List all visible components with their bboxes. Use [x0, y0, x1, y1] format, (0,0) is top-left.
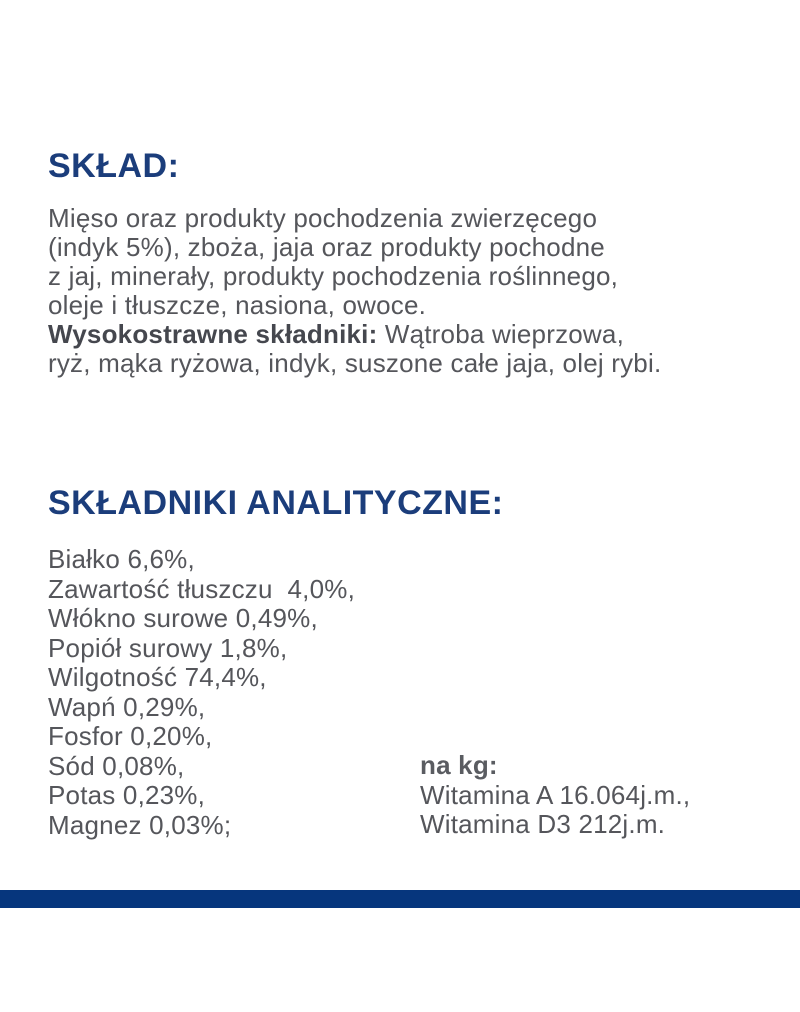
composition-line: ryż, mąka ryżowa, indyk, suszone całe ja…: [48, 348, 662, 378]
nutrient-item-fat: Zawartość tłuszczu 4,0%,: [48, 573, 355, 604]
nutrient-item-phosphorus: Fosfor 0,20%,: [48, 721, 213, 751]
vitamin-d3-value: Witamina D3 212j.m.: [420, 809, 666, 839]
composition-line: oleje i tłuszcze, nasiona, owoce.: [48, 290, 427, 320]
nutrient-item-fibre: Włókno surowe 0,49%,: [48, 603, 318, 633]
composition-section: SKŁAD: Mięso oraz produkty pochodzenia z…: [48, 148, 768, 378]
composition-line: Mięso oraz produkty pochodzenia zwierzęc…: [48, 203, 598, 233]
analytical-section: SKŁADNIKI ANALITYCZNE: Białko 6,6%, Zawa…: [48, 485, 768, 840]
nutrient-item-ash: Popiół surowy 1,8%,: [48, 632, 288, 663]
per-kg-section: na kg: Witamina A 16.064j.m., Witamina D…: [420, 750, 760, 840]
analytical-heading: SKŁADNIKI ANALITYCZNE:: [48, 484, 504, 522]
nutrient-item-moisture: Wilgotność 74,4%,: [48, 662, 267, 692]
nutrient-item-protein: Białko 6,6%,: [48, 544, 195, 574]
per-kg-heading: na kg:: [420, 750, 498, 780]
composition-line: (indyk 5%), zboża, jaja oraz produkty po…: [48, 232, 605, 262]
highly-digestible-label: Wysokostrawne składniki:: [48, 319, 378, 349]
bottom-divider-bar: [0, 890, 800, 908]
composition-line-highly-digestible: Wysokostrawne składniki: Wątroba wieprzo…: [48, 320, 768, 349]
nutrient-item-potassium: Potas 0,23%,: [48, 780, 206, 810]
vitamin-a-value: Witamina A 16.064j.m.,: [420, 779, 691, 810]
nutrient-list: Białko 6,6%, Zawartość tłuszczu 4,0%, Wł…: [48, 544, 768, 840]
composition-paragraph: Mięso oraz produkty pochodzenia zwierzęc…: [48, 204, 768, 378]
nutrient-item-magnesium: Magnez 0,03%;: [48, 809, 232, 840]
nutrient-item-sodium: Sód 0,08%,: [48, 750, 185, 781]
nutrient-item-calcium: Wapń 0,29%,: [48, 691, 206, 722]
composition-line: z jaj, minerały, produkty pochodzenia ro…: [48, 261, 619, 291]
composition-heading: SKŁAD:: [48, 147, 180, 185]
composition-line-rest: Wątroba wieprzowa,: [377, 319, 624, 349]
